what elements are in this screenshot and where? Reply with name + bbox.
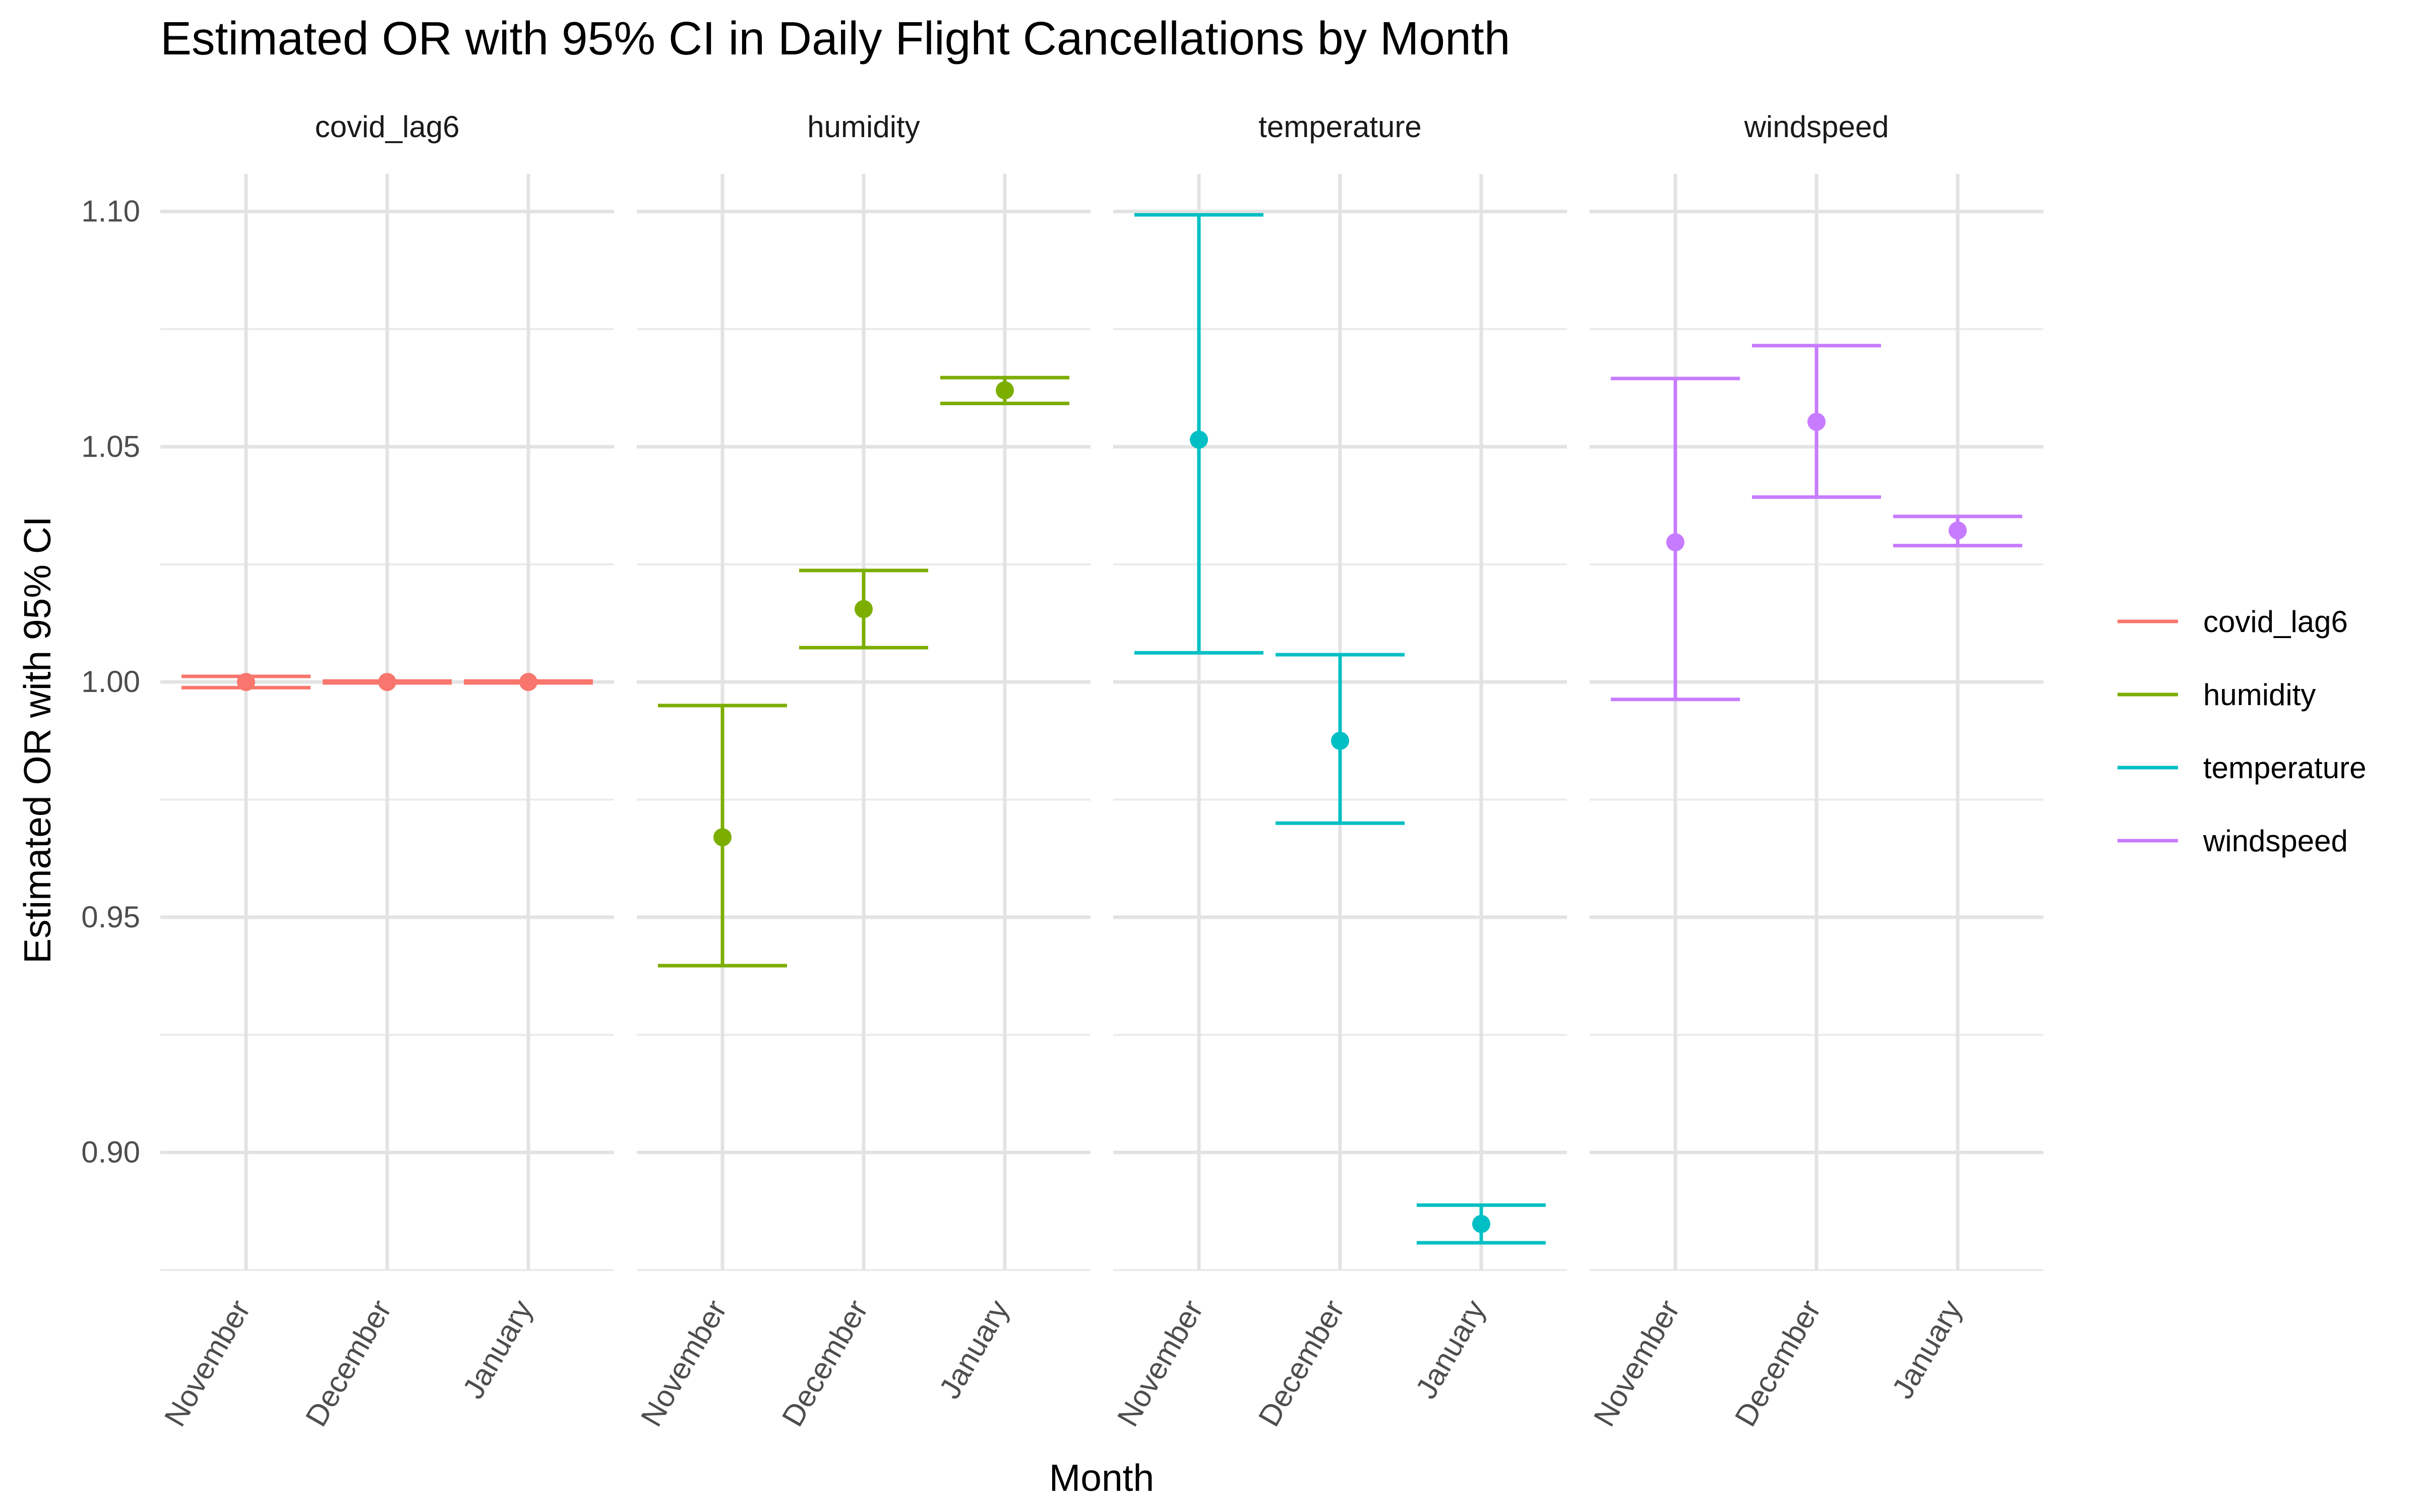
legend-label-temperature: temperature <box>2203 751 2367 785</box>
x-tick-label: December <box>1728 1294 1827 1432</box>
point-windspeed-January <box>1949 521 1967 540</box>
legend-label-humidity: humidity <box>2203 678 2316 712</box>
point-covid_lag6-November <box>237 673 255 691</box>
facet-panel-temperature: temperature November December January <box>1111 110 1567 1432</box>
point-covid_lag6-January <box>519 673 537 691</box>
facet-label-humidity: humidity <box>807 110 920 144</box>
y-tick-label: 1.10 <box>81 195 140 228</box>
x-tick-label: November <box>158 1294 257 1432</box>
point-temperature-December <box>1331 731 1349 750</box>
legend-label-windspeed: windspeed <box>2203 824 2348 858</box>
x-tick-label: December <box>1252 1294 1351 1432</box>
y-axis-label: Estimated OR with 95% CI <box>16 516 58 964</box>
facet-panel-humidity: humidity November December January <box>634 110 1091 1432</box>
point-temperature-November <box>1190 430 1208 449</box>
facet-panel-covid_lag6: covid_lag6 November December January <box>158 110 614 1432</box>
point-covid_lag6-December <box>378 673 396 691</box>
y-axis-ticks: 0.90 0.95 1.00 1.05 1.10 <box>81 195 140 1169</box>
legend-label-covid_lag6: covid_lag6 <box>2203 605 2348 639</box>
y-tick-label: 0.95 <box>81 900 140 934</box>
y-tick-label: 1.00 <box>81 665 140 699</box>
chart-title: Estimated OR with 95% CI in Daily Flight… <box>160 12 1510 65</box>
x-tick-label: November <box>1111 1294 1209 1432</box>
x-axis-label: Month <box>1049 1457 1154 1499</box>
facet-label-covid_lag6: covid_lag6 <box>315 110 460 144</box>
x-tick-label: December <box>299 1294 398 1432</box>
legend: covid_lag6 humidity temperature windspeed <box>2118 605 2367 858</box>
point-temperature-January <box>1472 1215 1490 1233</box>
x-tick-label: November <box>1587 1294 1686 1432</box>
facet-label-windspeed: windspeed <box>1744 110 1889 144</box>
point-humidity-November <box>713 828 732 847</box>
y-tick-label: 0.90 <box>81 1136 140 1169</box>
x-tick-label: January <box>456 1294 539 1404</box>
point-humidity-January <box>996 381 1014 400</box>
facet-label-temperature: temperature <box>1258 110 1422 144</box>
x-tick-label: January <box>1409 1294 1492 1404</box>
x-tick-label: December <box>775 1294 874 1432</box>
facet-panel-windspeed: windspeed November December January <box>1587 110 2043 1432</box>
x-tick-label: January <box>1886 1294 1969 1404</box>
y-tick-label: 1.05 <box>81 429 140 463</box>
point-windspeed-November <box>1666 533 1684 551</box>
x-tick-label: November <box>634 1294 733 1432</box>
x-tick-label: January <box>933 1294 1016 1404</box>
point-windspeed-December <box>1807 412 1826 431</box>
point-humidity-December <box>855 600 873 618</box>
